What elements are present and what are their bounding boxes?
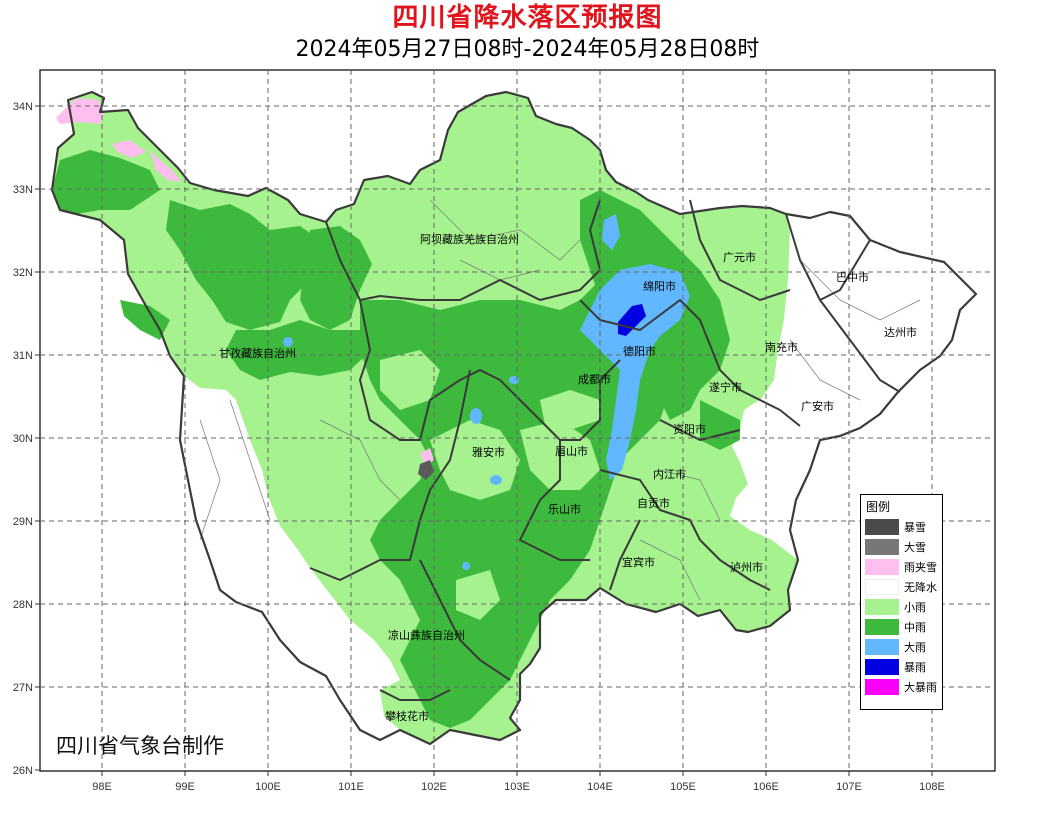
legend-swatch <box>865 519 899 535</box>
forecast-period: 2024年05月27日08时-2024年05月28日08时 <box>295 37 760 62</box>
sleet-areas <box>56 98 434 466</box>
legend-swatch <box>865 559 899 575</box>
svg-text:104E: 104E <box>587 781 613 793</box>
tick-marks <box>35 105 933 776</box>
region-label-liangshan: 凉山彝族自治州 <box>388 628 465 642</box>
svg-text:105E: 105E <box>670 781 696 793</box>
legend-swatch <box>865 539 899 555</box>
svg-text:106E: 106E <box>753 781 779 793</box>
latitude-labels: 34N 33N 32N 31N 30N 29N 28N 27N 26N <box>13 101 33 777</box>
region-label-ganzi: 甘孜藏族自治州 <box>219 346 296 360</box>
svg-text:33N: 33N <box>13 184 33 196</box>
region-label-suining: 遂宁市 <box>709 380 742 394</box>
legend-item-light-rain: 小雨 <box>865 597 942 617</box>
legend-swatch <box>865 579 899 595</box>
legend-swatch <box>865 619 899 635</box>
legend-title: 图例 <box>866 500 891 514</box>
region-label-dazhou: 达州市 <box>884 325 917 339</box>
svg-text:32N: 32N <box>13 267 33 279</box>
svg-text:108E: 108E <box>919 781 945 793</box>
svg-text:34N: 34N <box>13 101 33 113</box>
region-label-panzhihua: 攀枝花市 <box>385 709 429 723</box>
region-label-nanchong: 南充市 <box>765 340 798 354</box>
legend-item-heavy-rainstorm: 大暴雨 <box>865 677 942 697</box>
legend: 图例 暴雪 大雪 雨夹雪 无降水 小雨 中雨 大雨 暴雨 大暴雨 <box>860 494 943 710</box>
legend-swatch <box>865 679 899 695</box>
legend-item-heavy-rain: 大雨 <box>865 637 942 657</box>
region-label-mianyang: 绵阳市 <box>643 279 676 293</box>
legend-item-heavy-snow: 暴雪 <box>865 517 942 537</box>
legend-item-sleet: 雨夹雪 <box>865 557 942 577</box>
region-label-meishan: 眉山市 <box>555 444 588 458</box>
legend-item-no-precip: 无降水 <box>865 577 942 597</box>
northeast-no-rain-area <box>762 212 976 440</box>
province-outline <box>50 90 978 746</box>
region-label-deyang: 德阳市 <box>623 344 656 358</box>
svg-text:28N: 28N <box>13 599 33 611</box>
legend-item-rainstorm: 暴雨 <box>865 657 942 677</box>
region-label-aba: 阿坝藏族羌族自治州 <box>420 232 519 246</box>
region-label-luzhou: 泸州市 <box>730 560 763 574</box>
svg-text:98E: 98E <box>92 781 112 793</box>
county-boundaries <box>199 199 921 601</box>
region-label-zigong: 自贡市 <box>637 496 670 510</box>
heavy-rain-areas <box>283 214 690 570</box>
southeast-no-rain-area <box>730 426 820 560</box>
region-label-guangyuan: 广元市 <box>723 250 756 264</box>
legend-swatch <box>865 659 899 675</box>
region-label-neijiang: 内江市 <box>653 467 686 481</box>
svg-text:99E: 99E <box>175 781 195 793</box>
producer-credit: 四川省气象台制作 <box>56 734 224 758</box>
graticule <box>40 70 995 771</box>
legend-item-moderate-rain: 中雨 <box>865 617 942 637</box>
region-label-yibin: 宜宾市 <box>622 555 655 569</box>
svg-text:26N: 26N <box>13 765 33 777</box>
svg-text:29N: 29N <box>13 516 33 528</box>
region-label-bazhong: 巴中市 <box>836 270 869 284</box>
prefecture-boundaries <box>309 199 901 701</box>
svg-text:102E: 102E <box>421 781 447 793</box>
svg-text:100E: 100E <box>255 781 281 793</box>
map-title: 四川省降水落区预报图 <box>392 3 663 33</box>
southwest-no-rain-area <box>180 376 400 740</box>
legend-swatch <box>865 639 899 655</box>
heavy-snow-area <box>418 460 434 480</box>
svg-text:103E: 103E <box>504 781 530 793</box>
region-labels: 阿坝藏族羌族自治州 甘孜藏族自治州 凉山彝族自治州 攀枝花市 雅安市 成都市 眉… <box>219 232 917 723</box>
longitude-labels: 98E 99E 100E 101E 102E 103E 104E 105E 10… <box>92 781 945 793</box>
region-label-ziyang: 资阳市 <box>673 422 706 436</box>
legend-item-snow: 大雪 <box>865 537 942 557</box>
svg-text:31N: 31N <box>13 350 33 362</box>
svg-text:27N: 27N <box>13 682 33 694</box>
svg-text:101E: 101E <box>338 781 364 793</box>
region-label-leshan: 乐山市 <box>548 502 581 516</box>
svg-text:107E: 107E <box>836 781 862 793</box>
region-label-guangan: 广安市 <box>801 399 834 413</box>
region-label-yaan: 雅安市 <box>472 445 505 459</box>
legend-swatch <box>865 599 899 615</box>
svg-text:30N: 30N <box>13 433 33 445</box>
region-label-chengdu: 成都市 <box>578 372 611 386</box>
rainstorm-area <box>618 304 646 336</box>
